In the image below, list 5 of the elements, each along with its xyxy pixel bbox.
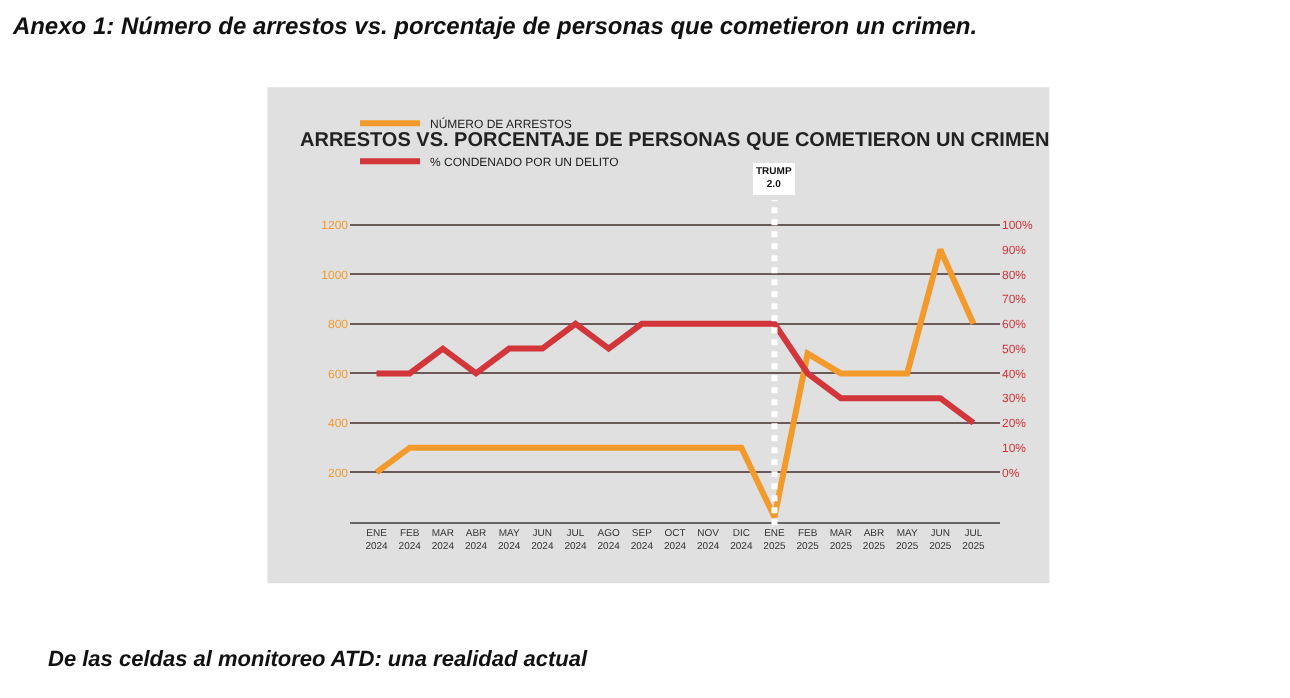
- line-series: [373, 320, 977, 426]
- line-series: [373, 246, 977, 521]
- text: De las celdas al monitoreo ATD: una realidad actual: [48, 648, 590, 672]
- chart-subtitle: ARRESTOS VS. PORCENTAJE DE PERSONAS QUE COMETIERON UN CRIMEN: [300, 130, 1050, 152]
- chart-title: Anexo 1: Número de arrestos vs. porcentaje de personas que cometieron un crimen.: [10, 12, 978, 41]
